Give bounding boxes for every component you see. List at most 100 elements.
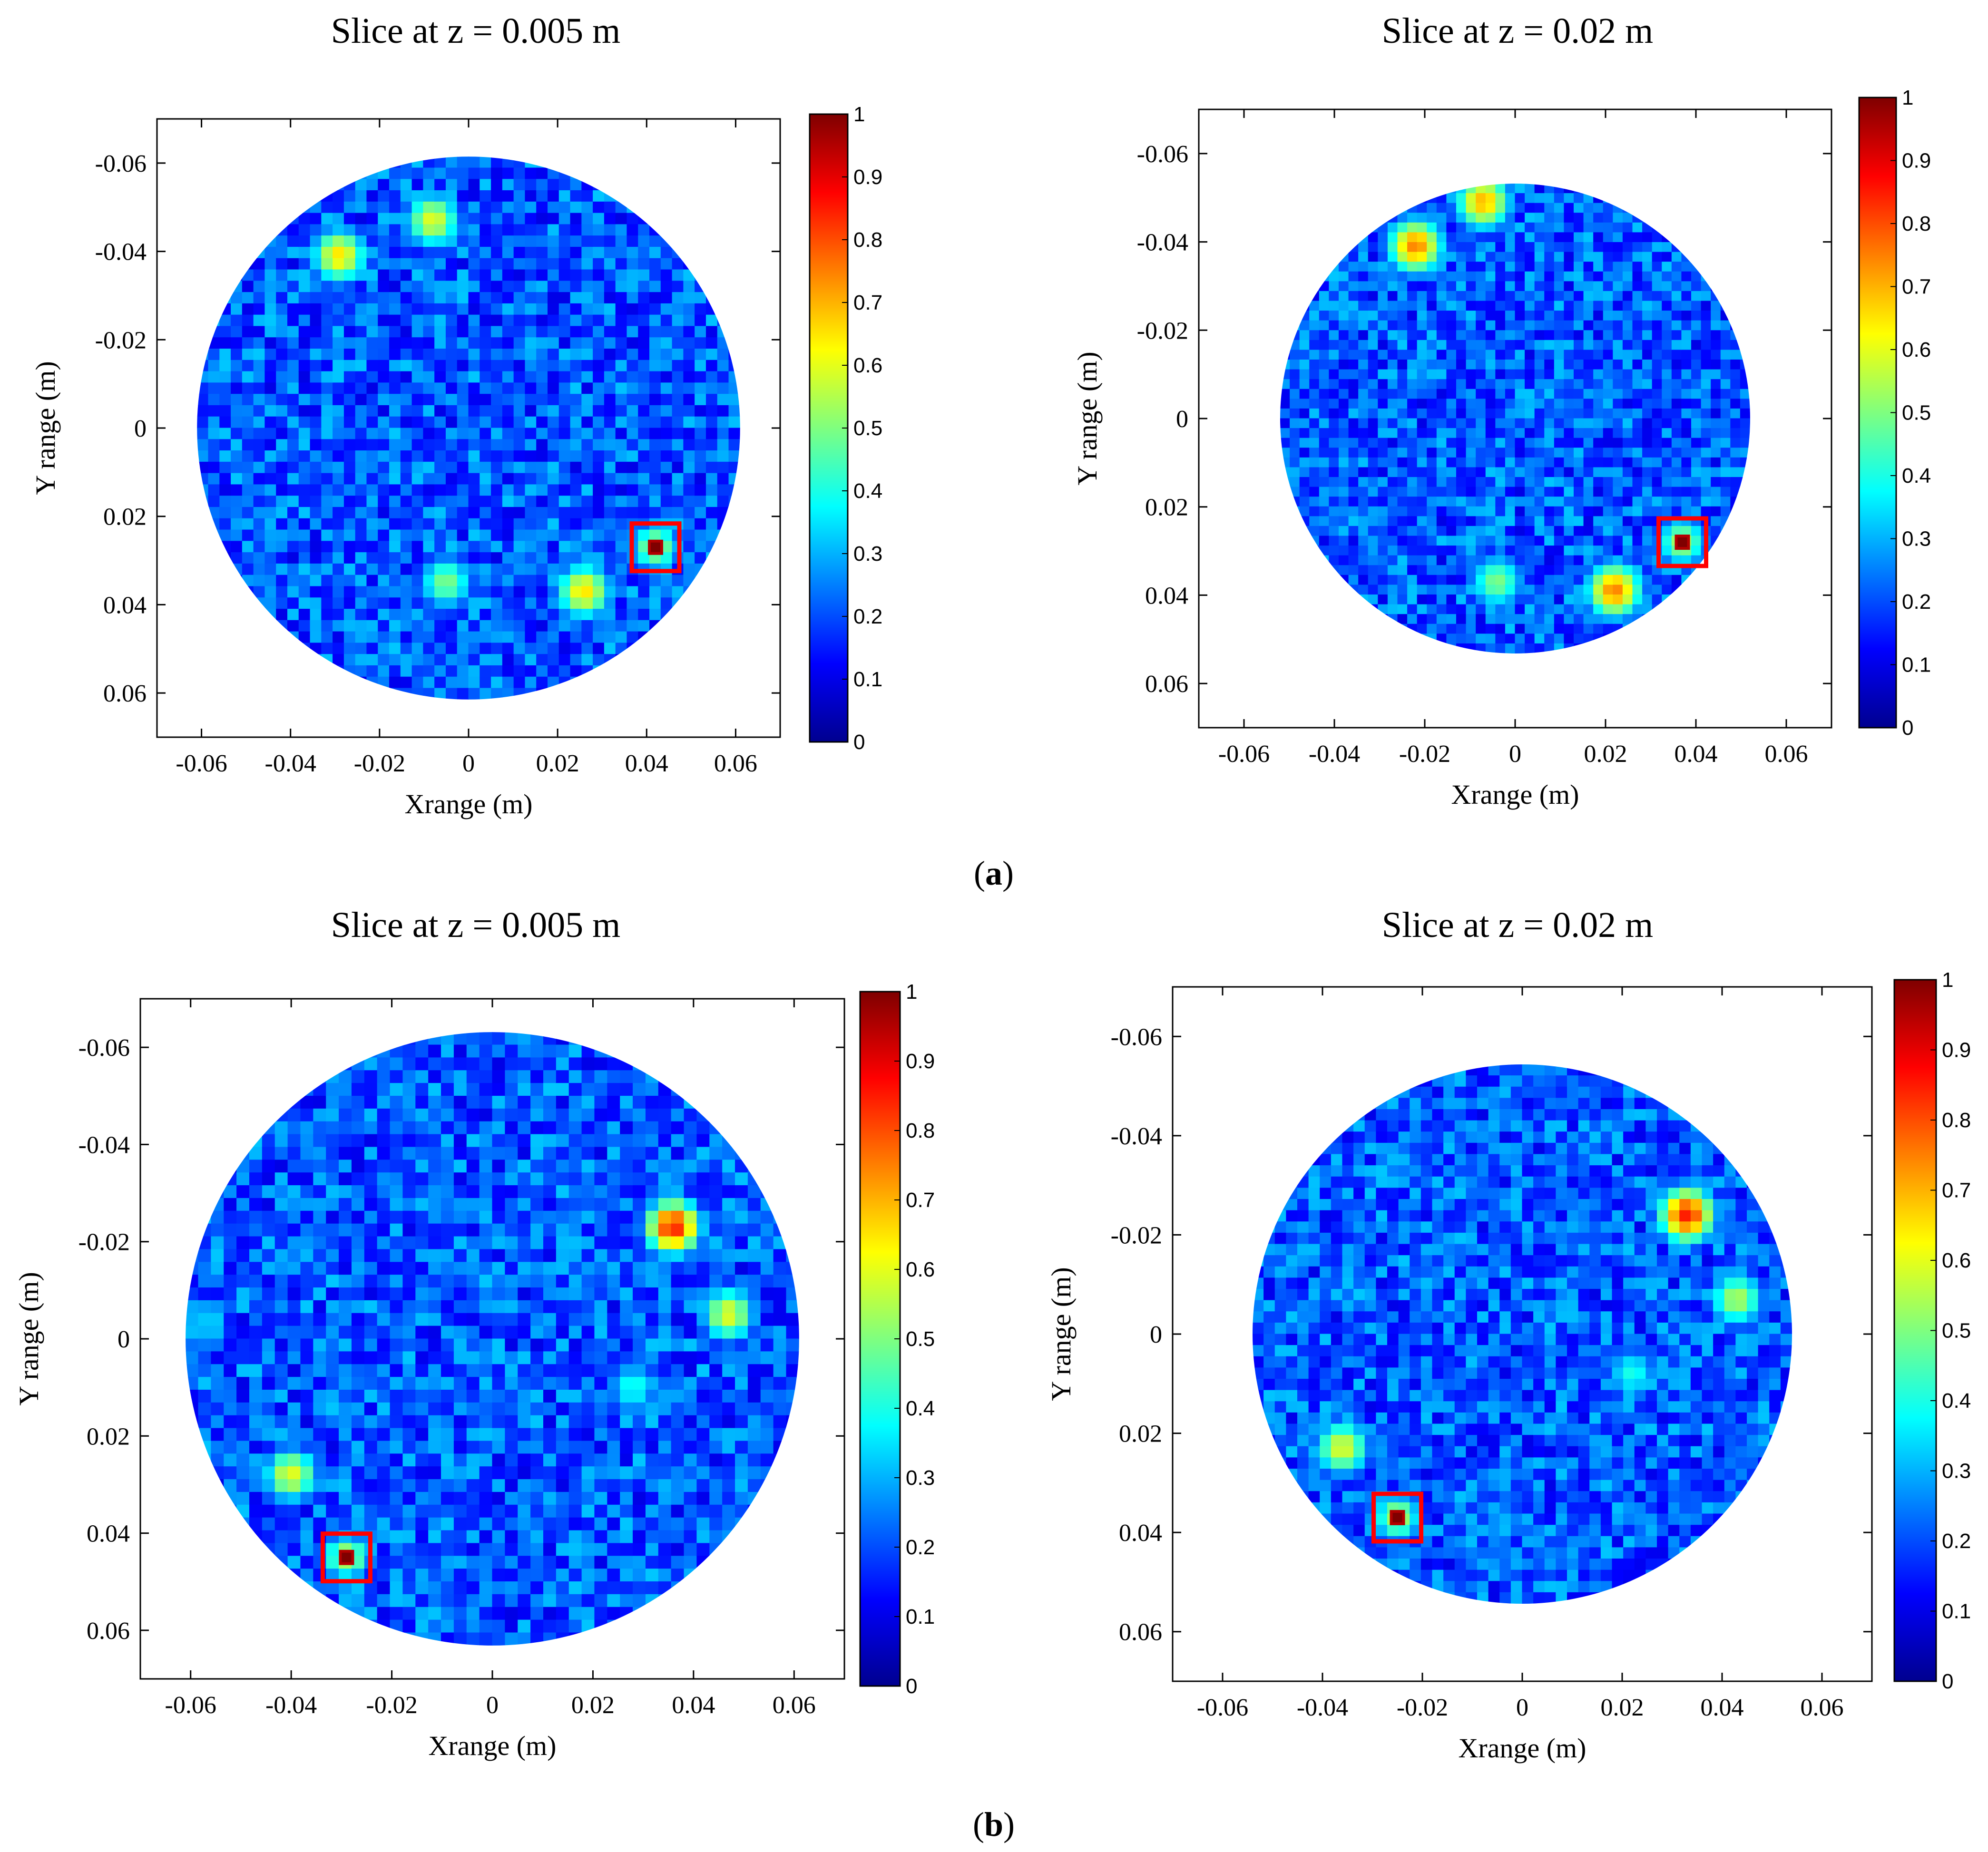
heatmap-cell — [411, 620, 424, 632]
heatmap-cell — [1339, 555, 1349, 566]
heatmap-cell — [1466, 291, 1477, 302]
heatmap-cell — [1417, 604, 1428, 615]
heatmap-cell — [1574, 477, 1584, 487]
heatmap-cell — [1681, 360, 1692, 370]
heatmap-cell — [1632, 311, 1643, 321]
heatmap-cell — [339, 1428, 352, 1442]
heatmap-cell — [411, 349, 424, 361]
heatmap-cell — [1417, 213, 1428, 223]
heatmap-cell — [1495, 203, 1506, 214]
heatmap-cell — [570, 360, 582, 372]
heatmap-cell — [672, 303, 684, 315]
heatmap-cell — [1456, 624, 1467, 634]
heatmap-cell — [453, 1160, 467, 1173]
heatmap-cell — [300, 1198, 314, 1211]
heatmap-cell — [491, 665, 503, 677]
heatmap-cell — [400, 575, 412, 587]
heatmap-cell — [423, 428, 435, 440]
heatmap-cell — [1544, 457, 1555, 468]
heatmap-cell — [672, 473, 684, 485]
heatmap-cell — [717, 450, 729, 462]
heatmap-cell — [1466, 477, 1477, 487]
heatmap-cell — [1534, 369, 1545, 380]
heatmap-cell — [219, 529, 232, 542]
heatmap-cell — [321, 292, 333, 304]
heatmap-cell — [378, 371, 390, 383]
heatmap-cell — [441, 1441, 454, 1454]
heatmap-cell — [705, 314, 718, 327]
heatmap-cell — [1681, 330, 1692, 341]
heatmap-cell — [1583, 506, 1594, 517]
heatmap-cell — [298, 507, 311, 519]
heatmap-cell — [1368, 271, 1379, 282]
heatmap-cell — [1319, 477, 1330, 487]
heatmap-cell — [1358, 555, 1369, 566]
heatmap-cell — [1387, 311, 1398, 321]
heatmap-cell — [224, 1441, 237, 1454]
heatmap-cell — [1671, 408, 1682, 419]
heatmap-cell — [1348, 340, 1359, 351]
heatmap-cell — [604, 416, 616, 429]
colorbar-tick-label: 0.2 — [1902, 590, 1931, 614]
heatmap-cell — [300, 1185, 314, 1199]
heatmap-cell — [513, 326, 526, 338]
heatmap-cell — [1476, 575, 1486, 585]
heatmap-cell — [313, 1364, 327, 1378]
heatmap-cell — [1603, 467, 1614, 478]
heatmap-cell — [333, 235, 344, 247]
heatmap-cell — [1466, 360, 1477, 370]
heatmap-cell — [1446, 634, 1457, 644]
heatmap-cell — [1476, 389, 1486, 400]
heatmap-cell — [1446, 252, 1457, 263]
heatmap-cell — [453, 1198, 467, 1211]
heatmap-cell — [1446, 595, 1457, 605]
y-tick-label: 0.02 — [103, 504, 147, 531]
heatmap-cell — [321, 337, 333, 350]
heatmap-cell — [366, 269, 379, 282]
heatmap-cell — [1652, 360, 1663, 370]
heatmap-cell — [558, 394, 571, 406]
heatmap-cell — [355, 484, 367, 497]
heatmap-cell — [415, 1210, 429, 1224]
colorbar-tick-label: 0.8 — [853, 228, 882, 252]
heatmap-cell — [649, 428, 661, 440]
heatmap-cell — [468, 292, 480, 304]
heatmap-cell — [1495, 506, 1506, 517]
heatmap-cell — [1642, 262, 1653, 272]
heatmap-cell — [428, 1402, 442, 1416]
heatmap-cell — [1446, 448, 1457, 458]
x-tick-label: -0.04 — [265, 750, 316, 777]
heatmap-cell — [300, 1377, 314, 1390]
heatmap-cell — [1544, 399, 1555, 409]
heatmap-cell — [1495, 643, 1506, 653]
heatmap-cell — [355, 281, 367, 293]
heatmap-cell — [390, 1160, 403, 1173]
heatmap-cell — [1525, 418, 1535, 429]
heatmap-cell — [355, 428, 367, 440]
heatmap-cell — [558, 643, 571, 655]
heatmap-cell — [1662, 252, 1672, 263]
heatmap-cell — [428, 1198, 442, 1211]
heatmap-cell — [660, 461, 673, 474]
heatmap-cell — [468, 496, 480, 507]
heatmap-cell — [1456, 252, 1467, 263]
heatmap-cell — [1711, 360, 1721, 370]
heatmap-cell — [1319, 301, 1330, 312]
heatmap-cell — [1505, 585, 1516, 595]
heatmap-cell — [1319, 438, 1330, 448]
heatmap-cell — [389, 654, 401, 666]
heatmap-cell — [672, 439, 684, 451]
heatmap-cell — [1407, 379, 1418, 390]
heatmap-cell — [321, 541, 333, 553]
heatmap-cell — [1417, 252, 1428, 263]
heatmap-cell — [1544, 281, 1555, 292]
heatmap-cell — [1436, 281, 1447, 292]
heatmap-cell — [186, 1338, 199, 1352]
heatmap-cell — [300, 1300, 314, 1314]
heatmap-cell — [672, 405, 684, 417]
heatmap-cell — [333, 586, 344, 598]
heatmap-cell — [1378, 340, 1388, 351]
heatmap-cell — [1574, 203, 1584, 214]
heatmap-cell — [1544, 536, 1555, 546]
heatmap-cell — [705, 416, 718, 429]
